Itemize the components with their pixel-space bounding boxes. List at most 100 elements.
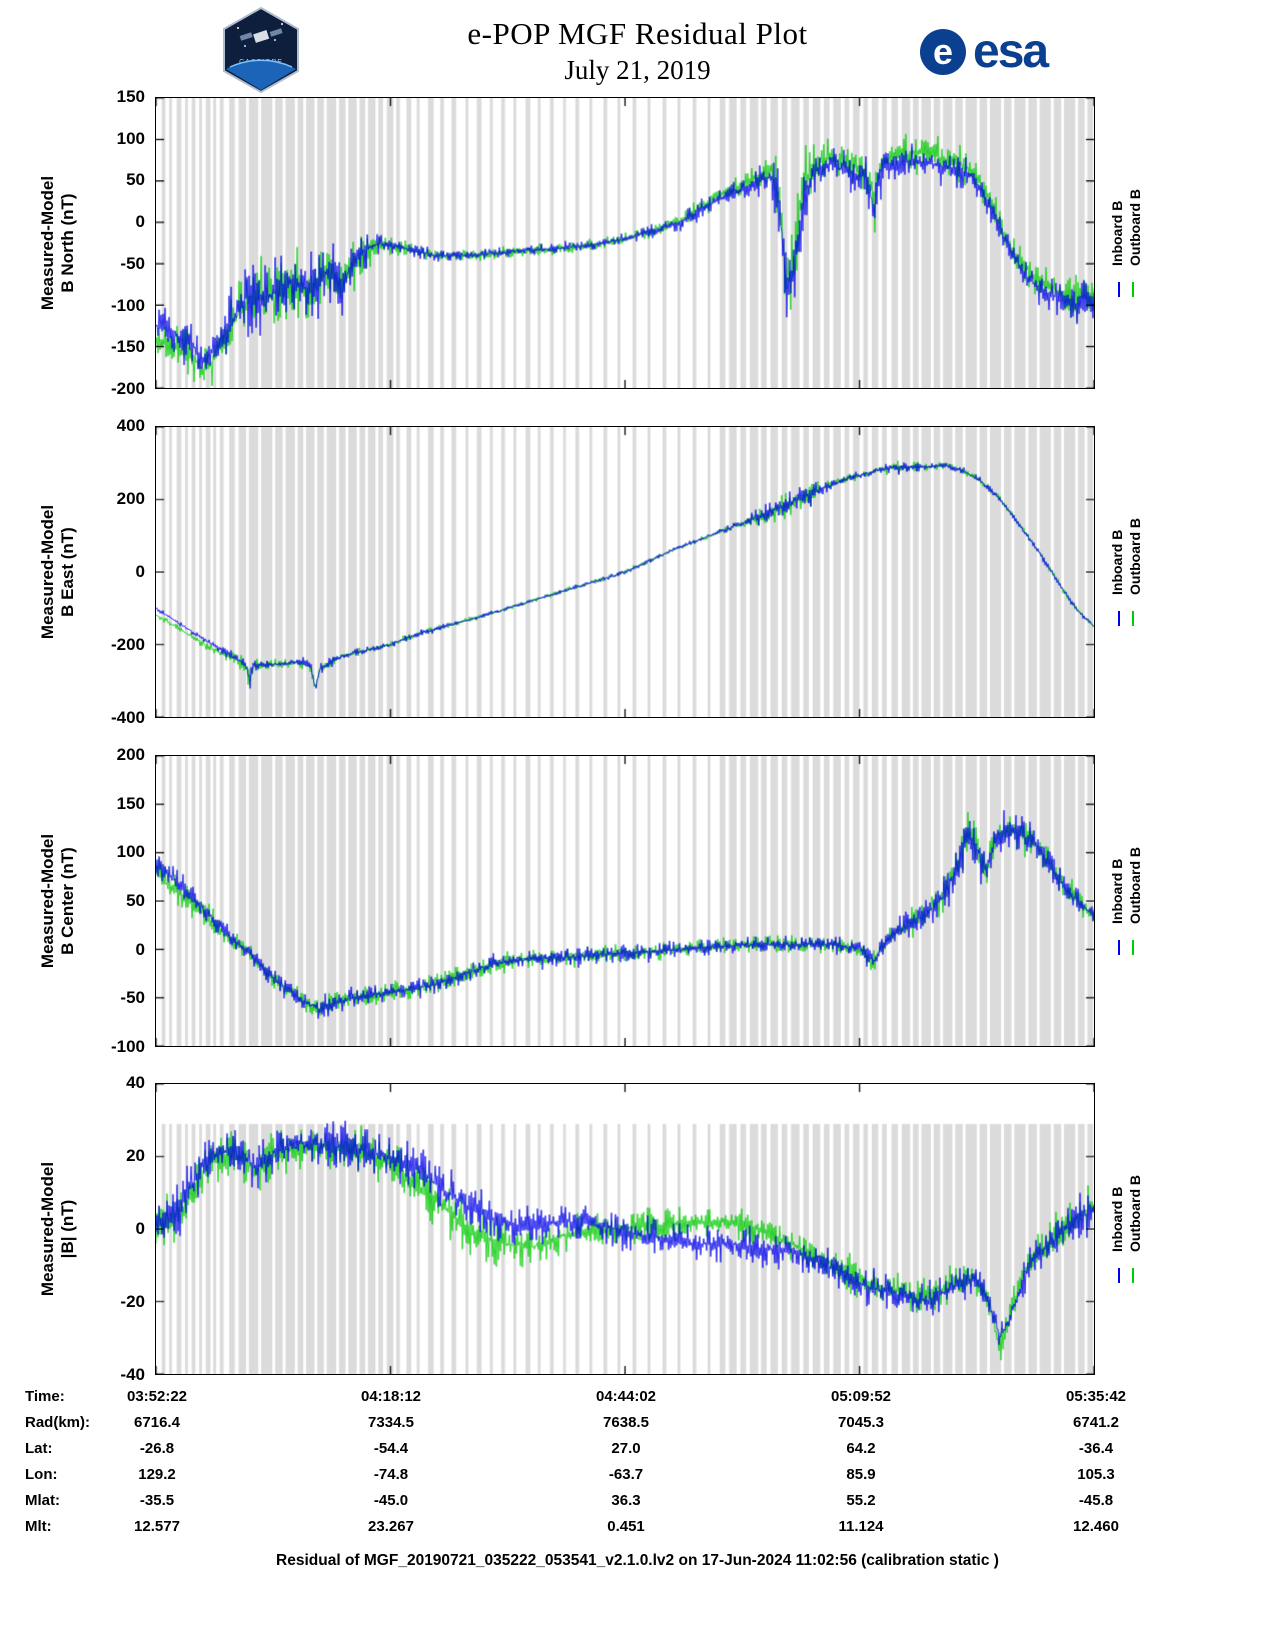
legend-b-east: Inboard B Outboard B: [1100, 426, 1152, 718]
legend-outboard-label: Outboard B: [1126, 189, 1143, 266]
axis-value: 85.9: [846, 1466, 876, 1483]
esa-wordmark: esa: [973, 25, 1049, 78]
axis-value: 6716.4: [134, 1414, 180, 1431]
y-tick-label: -150: [110, 337, 145, 357]
axis-table-row: Mlt: 12.577 23.267 0.451 11.124 12.460: [0, 1518, 1275, 1544]
axis-row-label: Time:: [25, 1388, 65, 1405]
y-tick-label: 200: [116, 745, 145, 764]
legend-inboard-mark: [1118, 282, 1120, 297]
axis-value: -45.0: [373, 1492, 409, 1509]
y-tick-labels-b-center: 200 150 100 50 0 -50 -100: [55, 745, 145, 1056]
y-tick-label: -20: [120, 1292, 145, 1311]
esa-logo: e esa: [920, 24, 1049, 79]
legend-b-center: Inboard B Outboard B: [1100, 755, 1152, 1047]
plot-title: e-POP MGF Residual Plot July 21, 2019: [0, 16, 1275, 86]
plot-area-b-east: [155, 426, 1095, 718]
y-tick-labels-b-magnitude: 40 20 0 -20 -40: [55, 1073, 145, 1384]
cassiope-mission-logo: CASSIOPE: [220, 6, 302, 99]
axis-value: -54.4: [373, 1440, 409, 1457]
axis-value: 23.267: [368, 1518, 414, 1535]
axis-table: Time: 03:52:22 04:18:12 04:44:02 05:09:52 05:…: [0, 1388, 1275, 1544]
axis-value: 05:35:42: [1065, 1388, 1127, 1405]
y-tick-label: 50: [126, 891, 145, 910]
legend-inboard-mark: [1118, 611, 1120, 626]
axis-value: 7334.5: [368, 1414, 414, 1431]
axis-value: 12.460: [1073, 1518, 1119, 1535]
axis-value: -74.8: [373, 1466, 409, 1483]
axis-row-label: Mlt:: [25, 1518, 52, 1535]
y-tick-label: -100: [110, 1037, 145, 1056]
axis-table-row: Time: 03:52:22 04:18:12 04:44:02 05:09:52 05:…: [0, 1388, 1275, 1414]
plot-canvas-b-magnitude: [156, 1084, 1094, 1374]
axis-value: 105.3: [1077, 1466, 1115, 1483]
plot-area-b-center: [155, 755, 1095, 1047]
legend-outboard-label: Outboard B: [1126, 1175, 1143, 1252]
y-tick-label: 200: [116, 489, 145, 508]
axis-value: -45.8: [1078, 1492, 1114, 1509]
y-tick-label: 50: [126, 170, 145, 190]
y-tick-label: -200: [110, 635, 145, 654]
y-tick-label: -100: [110, 295, 145, 315]
axis-value: -36.4: [1078, 1440, 1114, 1457]
axis-value: 7045.3: [838, 1414, 884, 1431]
axis-value: 04:18:12: [360, 1388, 422, 1405]
legend-outboard-mark: [1132, 282, 1134, 297]
axis-value: 6741.2: [1073, 1414, 1119, 1431]
y-tick-label: 150: [116, 793, 145, 813]
axis-value: 03:52:22: [126, 1388, 188, 1405]
axis-value: 64.2: [846, 1440, 876, 1457]
footer-caption: Residual of MGF_20190721_035222_053541_v…: [276, 1552, 999, 1569]
panel-b-magnitude: Measured-Model |B| (nT) 40 20 0 -20 -40 Inbo…: [0, 1073, 1275, 1384]
esa-emblem-icon: e: [920, 28, 966, 75]
y-tick-label: 400: [116, 416, 145, 435]
panel-b-center: Measured-Model B Center (nT) 200 150 100 50…: [0, 745, 1275, 1056]
plot-canvas-b-north: [156, 98, 1094, 388]
title-line1: e-POP MGF Residual Plot: [467, 16, 808, 51]
y-tick-labels-b-north: 150 100 50 0 -50 -100 -150 -200: [55, 87, 145, 398]
panel-b-east: Measured-Model B East (nT) 400 200 0 -200 -4…: [0, 416, 1275, 727]
axis-value: 0.451: [607, 1518, 645, 1535]
y-tick-label: 0: [135, 939, 145, 959]
axis-value: -26.8: [139, 1440, 175, 1457]
cassiope-badge-icon: CASSIOPE: [223, 6, 299, 94]
plot-area-b-north: [155, 97, 1095, 389]
axis-value: 04:44:02: [595, 1388, 657, 1405]
axis-table-row: Rad(km): 6716.4 7334.5 7638.5 7045.3 6741.2: [0, 1414, 1275, 1440]
y-tick-label: 0: [135, 1219, 145, 1238]
y-tick-label: 100: [116, 128, 145, 148]
y-tick-label: -50: [120, 253, 145, 273]
legend-outboard-mark: [1132, 1268, 1134, 1283]
y-tick-label: 40: [126, 1073, 145, 1092]
axis-value: 36.3: [611, 1492, 641, 1509]
legend-outboard-mark: [1132, 940, 1134, 955]
axis-table-row: Lat: -26.8 -54.4 27.0 64.2 -36.4: [0, 1440, 1275, 1466]
plot-canvas-b-center: [156, 756, 1094, 1046]
legend-inboard-label: Inboard B: [1108, 1186, 1125, 1252]
y-tick-label: -50: [120, 988, 145, 1008]
y-tick-label: 0: [135, 562, 145, 581]
y-tick-label: -40: [120, 1365, 145, 1384]
legend-inboard-mark: [1118, 940, 1120, 955]
axis-row-label: Lat:: [25, 1440, 53, 1457]
legend-inboard-label: Inboard B: [1108, 529, 1125, 595]
y-tick-labels-b-east: 400 200 0 -200 -400: [55, 416, 145, 727]
panel-b-north: Measured-Model B North (nT) 150 100 50 0 -50…: [0, 87, 1275, 398]
y-tick-label: -200: [110, 379, 145, 398]
axis-value: 11.124: [838, 1518, 884, 1535]
axis-value: 12.577: [134, 1518, 180, 1535]
legend-b-north: Inboard B Outboard B: [1100, 97, 1152, 389]
axis-value: -63.7: [608, 1466, 644, 1483]
axis-value: 27.0: [611, 1440, 641, 1457]
legend-inboard-mark: [1118, 1268, 1120, 1283]
legend-inboard-label: Inboard B: [1108, 200, 1125, 266]
axis-table-row: Lon: 129.2 -74.8 -63.7 85.9 105.3: [0, 1466, 1275, 1492]
axis-row-label: Rad(km):: [25, 1414, 91, 1431]
y-tick-label: 150: [116, 87, 145, 106]
axis-value: 129.2: [138, 1466, 176, 1483]
legend-outboard-mark: [1132, 611, 1134, 626]
plot-canvas-b-east: [156, 427, 1094, 717]
axis-value: 7638.5: [603, 1414, 649, 1431]
y-tick-label: 100: [116, 842, 145, 862]
legend-inboard-label: Inboard B: [1108, 858, 1125, 924]
